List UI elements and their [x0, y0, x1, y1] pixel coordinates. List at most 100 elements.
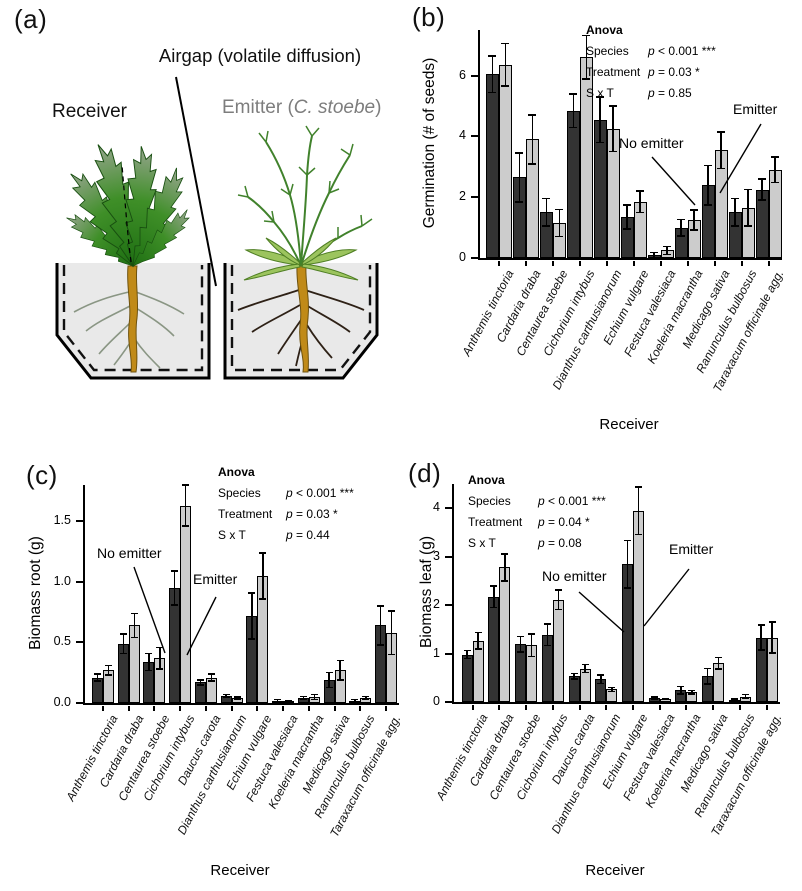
annotation-emitter: Emitter — [669, 541, 714, 557]
annotation-no-emitter: No emitter — [542, 568, 607, 584]
error-bar-cap — [488, 91, 497, 94]
error-bar-cap — [555, 235, 564, 238]
y-tick — [76, 702, 83, 704]
error-bar-cap — [650, 251, 659, 254]
anova-row: Species p < 0.001 *** — [586, 41, 716, 62]
error-bar — [148, 653, 150, 671]
error-bar-cap — [661, 698, 669, 701]
error-bar-cap — [623, 228, 632, 230]
x-tick — [659, 261, 662, 266]
anova-p-value: p < 0.001 *** — [538, 494, 606, 508]
x-tick — [256, 706, 259, 711]
x-tick — [524, 261, 527, 266]
x-tick — [497, 261, 500, 266]
p-symbol: p — [538, 494, 545, 508]
anova-term: Species — [218, 486, 261, 500]
error-bar-cap — [171, 604, 179, 606]
anova-block: Anova Species p < 0.001 *** Treatment p = 0.… — [586, 20, 716, 104]
error-bar-cap — [704, 164, 713, 167]
panel-label-b: (b) — [412, 2, 446, 32]
x-tick — [102, 706, 105, 711]
error-bar-cap — [663, 253, 672, 256]
anova-p-value: p = 0.08 — [538, 536, 582, 550]
y-tick-label: 6 — [459, 67, 466, 82]
error-bar — [637, 486, 640, 535]
error-bar — [573, 673, 575, 680]
anova-p-value: p = 0.04 * — [538, 515, 590, 529]
y-tick-label: 4 — [433, 500, 440, 515]
error-bar — [680, 219, 682, 236]
error-bar — [611, 687, 613, 692]
p-symbol: p — [286, 528, 293, 542]
anova-term: S x T — [586, 86, 614, 100]
error-bar — [572, 93, 575, 128]
error-bar-cap — [145, 652, 153, 655]
error-bar-cap — [636, 190, 645, 192]
error-bar — [734, 198, 736, 227]
leaf-midrib-dashed — [121, 164, 132, 263]
error-bar — [491, 55, 494, 93]
x-axis-title: Receiver — [585, 862, 645, 879]
x-tick — [713, 261, 716, 266]
p-symbol: p — [648, 65, 655, 79]
error-bar — [653, 252, 655, 258]
error-bar — [558, 209, 561, 237]
error-bar-cap — [145, 669, 153, 672]
error-bar — [691, 690, 693, 695]
error-bar-cap — [156, 646, 164, 649]
x-tick — [605, 705, 608, 710]
error-bar-cap — [233, 696, 241, 698]
bar-emitter — [633, 510, 645, 702]
error-bar-cap — [207, 673, 215, 675]
error-bar-cap — [690, 229, 699, 231]
y-tick-label: 0 — [459, 250, 466, 264]
panel-d-biomass-leaf-chart: (d) Biomass leaf (g) 0 1 2 3 4 Anthemis tinctor… — [400, 450, 802, 891]
y-tick-label: 0 — [433, 694, 440, 708]
error-bar-cap — [609, 105, 618, 107]
error-bar — [545, 198, 548, 227]
panel-label-c: (c) — [26, 460, 58, 490]
y-tick — [471, 257, 478, 259]
error-bar-cap — [94, 680, 102, 682]
p-symbol: p — [286, 486, 293, 500]
error-bar-cap — [490, 585, 498, 587]
error-bar-cap — [768, 621, 776, 623]
bar-emitter — [552, 599, 564, 702]
error-bar-cap — [515, 201, 524, 203]
error-bar-cap — [688, 693, 696, 695]
error-bar-cap — [490, 606, 498, 609]
error-bar-cap — [182, 484, 190, 486]
error-bar — [225, 694, 227, 698]
error-bar — [504, 553, 506, 581]
error-bar-cap — [569, 126, 578, 129]
error-bar — [531, 115, 534, 164]
error-bar-cap — [310, 693, 318, 696]
anova-p-value: p = 0.03 * — [286, 507, 338, 521]
error-bar-cap — [351, 700, 359, 703]
bar-no-emitter — [515, 644, 527, 702]
error-bar — [251, 592, 253, 639]
error-bar-cap — [233, 698, 241, 701]
error-bar — [639, 191, 641, 213]
error-bar-cap — [105, 664, 113, 667]
anova-term: Treatment — [218, 507, 273, 521]
p-symbol: p — [538, 515, 545, 529]
error-bar-cap — [336, 659, 344, 662]
error-bar-cap — [609, 150, 618, 153]
error-bar-cap — [650, 696, 658, 698]
anova-title: Anova — [586, 23, 623, 37]
error-bar-cap — [757, 649, 765, 651]
anova-term: Species — [586, 44, 629, 58]
error-bar-cap — [501, 580, 509, 582]
y-tick-label: 2 — [433, 597, 440, 612]
error-bar-cap — [388, 610, 396, 612]
error-bar — [302, 696, 305, 700]
error-bar-cap — [542, 197, 551, 200]
error-bar — [546, 624, 549, 646]
error-bar-cap — [196, 679, 204, 681]
error-bar-cap — [741, 697, 749, 700]
bar-no-emitter — [488, 596, 500, 702]
error-bar-cap — [528, 114, 537, 116]
y-tick-label: 0.5 — [53, 634, 71, 649]
y-tick — [471, 74, 478, 77]
